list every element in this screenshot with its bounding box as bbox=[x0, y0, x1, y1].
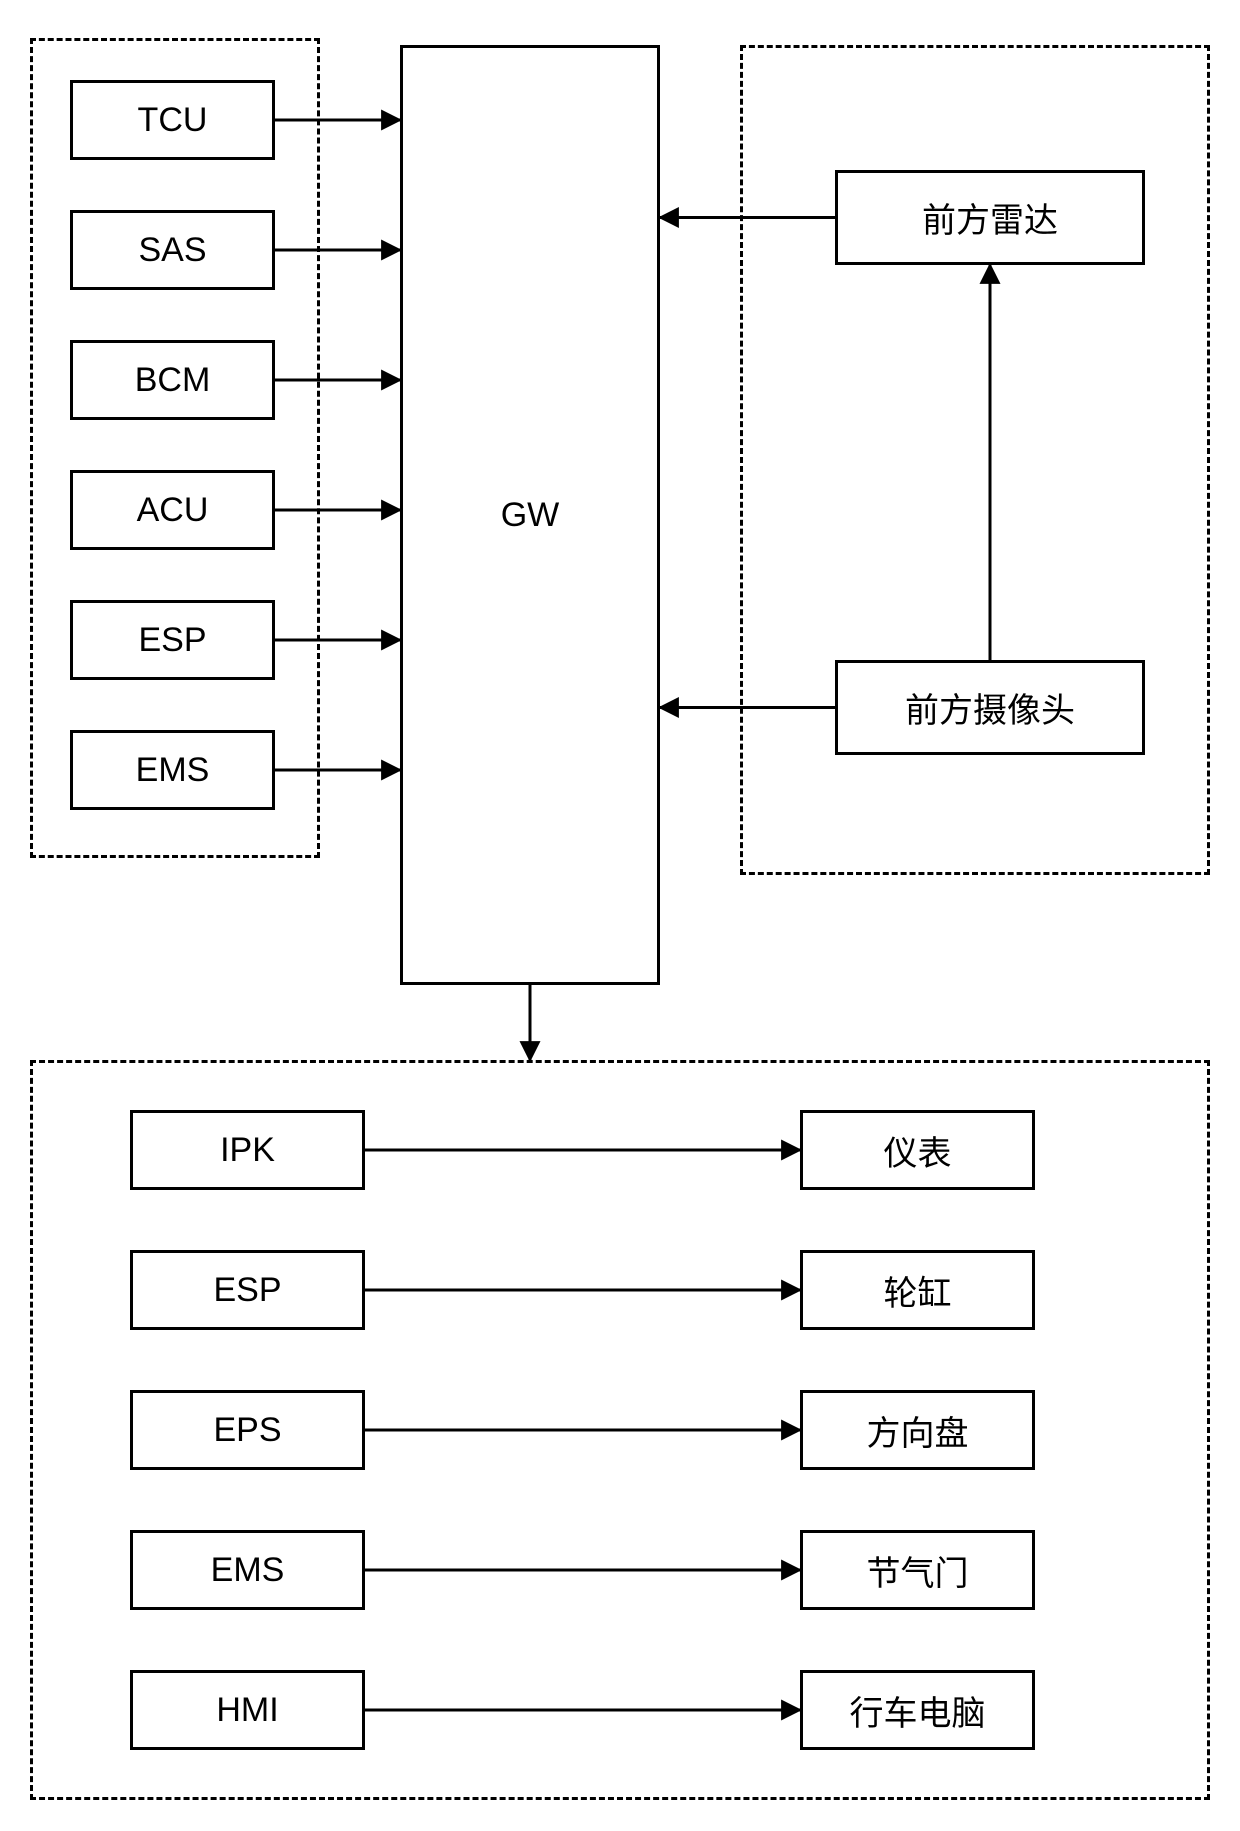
node-label: 方向盘 bbox=[867, 1406, 969, 1455]
node-label: EMS bbox=[211, 1551, 285, 1590]
node-label: ACU bbox=[137, 491, 209, 530]
node-label: ESP bbox=[213, 1271, 281, 1310]
diagram-canvas: TCU SAS BCM ACU ESP EMS GW 前方雷达前方摄像头 IPK ESP EPS EM… bbox=[0, 0, 1240, 1831]
node-label: SAS bbox=[138, 231, 206, 270]
node-ems: EMS bbox=[70, 730, 275, 810]
node-ipk: IPK bbox=[130, 1110, 365, 1190]
node-gw: GW bbox=[400, 45, 660, 985]
node-label: EPS bbox=[213, 1411, 281, 1450]
node-radar: 前方雷达 bbox=[835, 170, 1145, 265]
node-wheel: 轮缸 bbox=[800, 1250, 1035, 1330]
node-label: TCU bbox=[138, 101, 208, 140]
node-esp2: ESP bbox=[130, 1250, 365, 1330]
node-hmi: HMI bbox=[130, 1670, 365, 1750]
node-sas: SAS bbox=[70, 210, 275, 290]
node-tcu: TCU bbox=[70, 80, 275, 160]
node-thrott: 节气门 bbox=[800, 1530, 1035, 1610]
node-camera: 前方摄像头 bbox=[835, 660, 1145, 755]
node-label: 前方雷达 bbox=[922, 193, 1058, 242]
node-ems2: EMS bbox=[130, 1530, 365, 1610]
node-label: IPK bbox=[220, 1131, 275, 1170]
node-label: 前方摄像头 bbox=[905, 683, 1075, 732]
node-label: 轮缸 bbox=[884, 1266, 952, 1315]
node-acu: ACU bbox=[70, 470, 275, 550]
node-label: 行车电脑 bbox=[850, 1686, 986, 1735]
node-ecu: 行车电脑 bbox=[800, 1670, 1035, 1750]
node-label: 仪表 bbox=[884, 1126, 952, 1175]
node-esp: ESP bbox=[70, 600, 275, 680]
node-label: 节气门 bbox=[867, 1546, 969, 1595]
node-label: HMI bbox=[216, 1691, 278, 1730]
node-label: EMS bbox=[136, 751, 210, 790]
node-dash: 仪表 bbox=[800, 1110, 1035, 1190]
node-label: BCM bbox=[135, 361, 211, 400]
node-bcm: BCM bbox=[70, 340, 275, 420]
node-eps: EPS bbox=[130, 1390, 365, 1470]
node-label: ESP bbox=[138, 621, 206, 660]
node-label: GW bbox=[501, 496, 560, 535]
node-steer: 方向盘 bbox=[800, 1390, 1035, 1470]
